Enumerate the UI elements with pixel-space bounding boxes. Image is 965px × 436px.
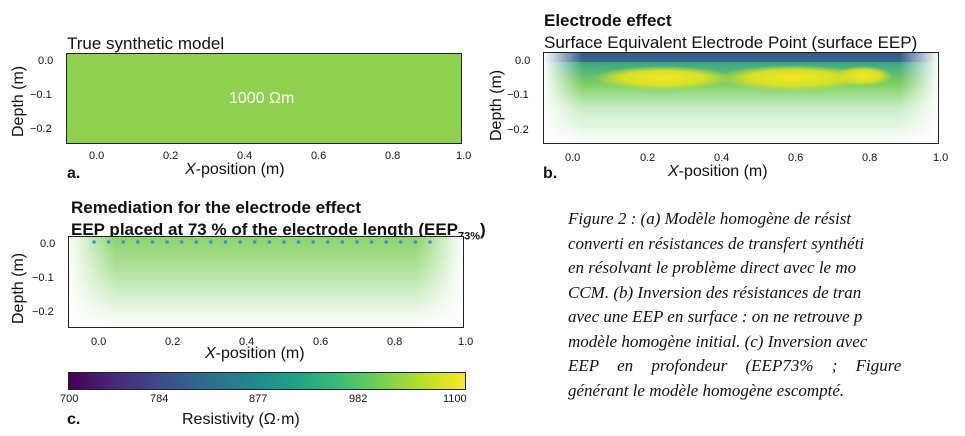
- panel-c-xtick-0: 0.0: [91, 336, 107, 348]
- electrode-marker: [398, 240, 403, 244]
- panel-b-xtick-5: 1.0: [933, 152, 949, 164]
- electrode-marker: [165, 240, 169, 244]
- caption-line-7: EEP en profondeur (EEP73% ; Figure: [568, 356, 902, 375]
- electrode-marker: [369, 240, 374, 244]
- electrode-marker: [325, 240, 330, 244]
- panel-a-xlabel-prefix: X: [185, 161, 196, 178]
- panel-a-ytick-1: −0.1: [30, 89, 52, 101]
- panel-c-title-end: ): [480, 220, 486, 239]
- electrode-marker: [311, 240, 315, 244]
- caption-line-3: en résolvant le problème direct avec le …: [568, 258, 857, 277]
- panel-b-title-line2: Surface Equivalent Electrode Point (surf…: [544, 33, 918, 52]
- panel-a-letter: a.: [67, 165, 81, 182]
- panel-c-title-line1: Remediation for the electrode effect: [71, 198, 362, 217]
- electrode-marker: [136, 240, 140, 244]
- panel-a-xlabel: X-position (m): [185, 161, 285, 179]
- panel-c-ytick-2: −0.2: [32, 306, 54, 318]
- panel-b-xtick-1: 0.2: [640, 152, 656, 164]
- caption-line-8: générant le modèle homogène escompté.: [568, 380, 845, 400]
- panel-a-xtick-0: 0.0: [89, 150, 105, 162]
- panel-c-electrode-markers: [92, 240, 432, 244]
- panel-c-xtick-2: 0.4: [239, 336, 255, 348]
- colorbar: [68, 372, 466, 390]
- colorbar-tick-0: 700: [60, 393, 79, 405]
- colorbar-tick-4: 1100: [443, 393, 467, 405]
- electrode-marker: [209, 240, 213, 244]
- panel-c-inversion-map: [68, 236, 464, 328]
- panel-a-xtick-1: 0.2: [163, 150, 179, 162]
- panel-b-ytick-0: 0.0: [515, 55, 531, 67]
- panel-a-xtick-3: 0.6: [311, 150, 327, 162]
- panel-c-title-main: EEP placed at 73 % of the electrode leng…: [71, 220, 459, 239]
- electrode-marker: [252, 240, 257, 244]
- electrode-marker: [355, 240, 359, 244]
- panel-c-ylabel: Depth (m): [10, 252, 27, 324]
- electrode-marker: [194, 240, 199, 244]
- panel-a-title: True synthetic model: [67, 34, 225, 53]
- electrode-marker: [340, 240, 345, 244]
- panel-a-resistivity-label: 1000 Ωm: [229, 90, 295, 107]
- panel-c-xtick-3: 0.6: [313, 336, 329, 348]
- panel-c-title-line2: EEP placed at 73 % of the electrode leng…: [71, 220, 486, 242]
- electrode-marker: [238, 240, 242, 244]
- panel-b-letter: b.: [543, 165, 558, 182]
- electrode-marker: [179, 240, 184, 244]
- panel-a-ytick-0: 0.0: [38, 55, 54, 67]
- panel-b-xtick-2: 0.4: [714, 152, 730, 164]
- caption-line-5: avec une EEP en surface : on ne retrouve…: [568, 307, 863, 326]
- panel-c-xtick-4: 0.8: [387, 336, 403, 348]
- panel-c-ytick-0: 0.0: [40, 238, 56, 250]
- electrode-marker: [121, 240, 126, 244]
- colorbar-tick-1: 784: [150, 393, 169, 405]
- panel-c-xtick-1: 0.2: [165, 336, 181, 348]
- panel-b-xtick-4: 0.8: [862, 152, 878, 164]
- panel-a-xtick-2: 0.4: [237, 150, 253, 162]
- panel-c-ytick-1: −0.1: [32, 272, 54, 284]
- electrode-marker: [267, 240, 272, 244]
- electrode-marker: [428, 240, 432, 244]
- caption-line-4: CCM. (b) Inversion des résistances de tr…: [568, 282, 862, 302]
- colorbar-tick-3: 982: [349, 393, 368, 405]
- panel-b-xlabel: X-position (m): [668, 163, 768, 181]
- panel-b-xlabel-prefix: X: [668, 163, 679, 180]
- panel-b-xlabel-rest: -position (m): [678, 163, 768, 180]
- panel-a-xlabel-rest: -position (m): [195, 161, 285, 178]
- panel-c-letter: c.: [67, 411, 81, 428]
- caption-line-2: converti en résistances de transfert syn…: [568, 233, 865, 253]
- electrode-marker: [413, 240, 418, 244]
- electrode-marker: [92, 240, 96, 244]
- electrode-marker: [223, 240, 228, 244]
- panel-c-xtick-5: 1.0: [458, 336, 474, 348]
- electrode-marker: [150, 240, 155, 244]
- panel-b-inversion-map: [543, 52, 939, 144]
- caption-line-1: Figure 2 : (a) Modèle homogène de résist: [568, 209, 852, 228]
- panel-b-ylabel: Depth (m): [488, 69, 505, 141]
- panel-a-model-area: 1000 Ωm: [66, 53, 462, 144]
- panel-a-xtick-4: 0.8: [385, 150, 401, 162]
- panel-b-xtick-3: 0.6: [788, 152, 804, 164]
- electrode-marker: [282, 240, 286, 244]
- electrode-marker: [106, 240, 111, 244]
- panel-a-ylabel: Depth (m): [10, 65, 27, 137]
- electrode-marker: [296, 240, 301, 244]
- panel-b-ytick-2: −0.2: [507, 124, 529, 136]
- panel-b-ytick-1: −0.1: [507, 89, 529, 101]
- panel-a-xtick-5: 1.0: [456, 150, 472, 162]
- colorbar-tick-2: 877: [249, 393, 268, 405]
- caption-line-6: modèle homogène initial. (c) Inversion a…: [568, 331, 868, 351]
- panel-c-xlabel-prefix: X: [205, 345, 216, 362]
- panel-c-xlabel-rest: -position (m): [215, 345, 305, 362]
- panel-b-xtick-0: 0.0: [565, 152, 581, 164]
- figure-caption: Figure 2 : (a) Modèle homogène de résist…: [568, 207, 965, 403]
- panel-a-ytick-2: −0.2: [30, 123, 52, 135]
- panel-b-title-line1: Electrode effect: [544, 11, 672, 30]
- electrode-marker: [384, 240, 388, 244]
- panel-c-xlabel: X-position (m): [205, 345, 305, 363]
- colorbar-label: Resistivity (Ω·m): [182, 411, 300, 428]
